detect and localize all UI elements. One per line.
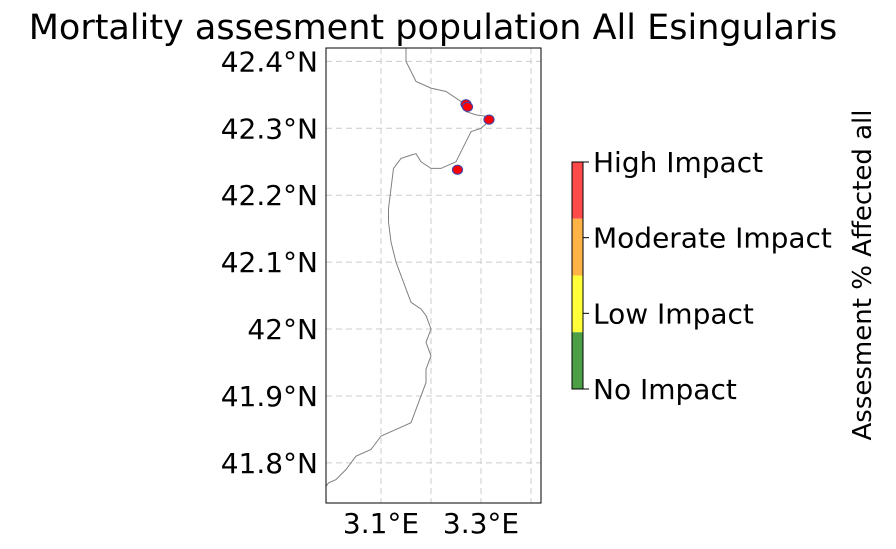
colorbar-segment (572, 162, 583, 219)
impact-colorbar: High Impact Moderate Impact Low Impact No I… (571, 146, 832, 406)
map-panel: 42.4°N 42.3°N 42.2°N 42.1°N 42°N 41.9°N 41.8°N… (221, 45, 542, 540)
colorbar-label: High Impact (593, 146, 763, 179)
lat-tick-label: 42°N (247, 313, 318, 346)
lat-tick-label: 42.3°N (221, 112, 318, 145)
map-title: Mortality assesment population All Esing… (29, 8, 838, 48)
colorbar-label: No Impact (593, 373, 737, 406)
lon-tick-label: 3.3°E (443, 507, 519, 540)
colorbar-label: Moderate Impact (593, 222, 832, 255)
gridlines (326, 48, 541, 503)
lat-tick-label: 41.9°N (221, 380, 318, 413)
colorbar-label: Low Impact (593, 297, 754, 330)
longitude-labels: 3.1°E 3.3°E (343, 507, 519, 540)
impact-point (451, 164, 464, 175)
latitude-labels: 42.4°N 42.3°N 42.2°N 42.1°N 42°N 41.9°N 41.8°N (221, 45, 318, 479)
lat-tick-label: 42.1°N (221, 246, 318, 279)
colorbar-frame (571, 161, 584, 390)
lat-tick-label: 42.2°N (221, 179, 318, 212)
lon-tick-label: 3.1°E (343, 507, 419, 540)
colorbar-segment (572, 275, 583, 333)
lat-tick-label: 41.8°N (221, 447, 318, 480)
impact-points (451, 99, 495, 175)
colorbar-title: Assesment % Affected all (848, 110, 878, 441)
map-frame (325, 47, 542, 504)
impact-point (461, 101, 474, 112)
lat-tick-label: 42.4°N (221, 45, 318, 78)
colorbar-segment (572, 218, 583, 276)
colorbar-segment (572, 332, 583, 389)
impact-point (483, 114, 495, 125)
coastline (325, 48, 490, 487)
